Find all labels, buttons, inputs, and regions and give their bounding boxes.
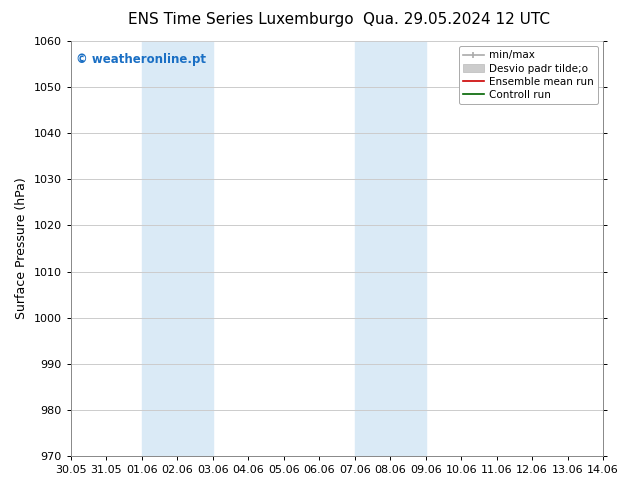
Bar [354, 41, 425, 456]
Text: Qua. 29.05.2024 12 UTC: Qua. 29.05.2024 12 UTC [363, 12, 550, 27]
Bar [141, 41, 212, 456]
Text: ENS Time Series Luxemburgo: ENS Time Series Luxemburgo [128, 12, 354, 27]
Text: © weatheronline.pt: © weatheronline.pt [76, 53, 206, 67]
Legend: min/max, Desvio padr tilde;o, Ensemble mean run, Controll run: min/max, Desvio padr tilde;o, Ensemble m… [459, 46, 598, 104]
Y-axis label: Surface Pressure (hPa): Surface Pressure (hPa) [15, 178, 28, 319]
